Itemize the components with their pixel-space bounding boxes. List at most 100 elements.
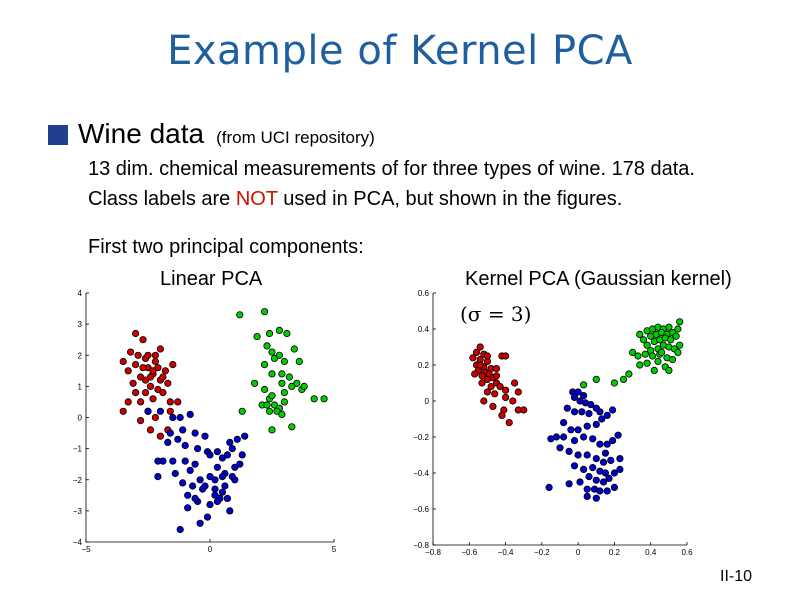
- y-tick-label: 0: [425, 397, 430, 406]
- point-class-2: [196, 519, 204, 527]
- point-class-2: [596, 408, 604, 416]
- point-class-2: [238, 451, 246, 459]
- point-class-2: [610, 469, 619, 477]
- point-class-2: [213, 448, 221, 456]
- point-class-3: [268, 426, 276, 434]
- x-tick-label: −0.8: [425, 548, 441, 557]
- point-class-3: [619, 375, 628, 383]
- point-class-3: [610, 379, 619, 387]
- point-class-2: [186, 410, 194, 418]
- point-class-1: [476, 343, 484, 351]
- point-class-2: [589, 435, 597, 443]
- page-number: II-10: [720, 568, 753, 585]
- point-class-1: [501, 352, 510, 360]
- point-class-1: [129, 379, 137, 387]
- point-class-2: [583, 451, 591, 459]
- point-class-2: [608, 406, 617, 414]
- y-tick-label: −2: [73, 476, 83, 485]
- point-class-3: [260, 385, 269, 394]
- point-class-2: [570, 408, 579, 416]
- point-class-2: [583, 492, 591, 500]
- point-class-2: [201, 482, 209, 490]
- point-class-1: [159, 388, 167, 397]
- point-class-2: [226, 507, 234, 515]
- point-class-3: [641, 350, 649, 358]
- point-class-2: [599, 458, 608, 466]
- bullet-wine-data: Wine data (from UCI repository): [48, 118, 375, 150]
- point-class-1: [139, 364, 147, 372]
- y-tick-label: 1: [78, 382, 83, 391]
- point-class-3: [280, 398, 288, 406]
- point-class-3: [253, 332, 261, 341]
- point-class-1: [498, 411, 506, 419]
- point-class-3: [278, 410, 286, 418]
- point-class-3: [665, 323, 673, 331]
- line2-prefix: Class labels are: [88, 188, 236, 210]
- point-class-3: [251, 379, 259, 387]
- point-class-3: [288, 423, 296, 431]
- point-class-2: [601, 469, 610, 477]
- point-class-3: [280, 388, 288, 397]
- point-class-3: [628, 348, 637, 356]
- point-class-2: [556, 444, 564, 452]
- caption-kernel-pca: Kernel PCA (Gaussian kernel): [465, 268, 732, 290]
- point-class-2: [211, 476, 219, 484]
- point-class-3: [288, 382, 296, 390]
- point-class-2: [585, 472, 593, 481]
- point-class-2: [608, 436, 617, 445]
- point-class-1: [491, 390, 499, 398]
- point-class-2: [579, 433, 588, 441]
- point-class-2: [570, 436, 579, 445]
- point-class-2: [236, 460, 244, 468]
- point-class-2: [181, 441, 189, 450]
- y-tick-label: 0.4: [418, 325, 430, 334]
- point-class-3: [676, 318, 684, 326]
- point-class-2: [206, 451, 214, 459]
- point-class-2: [186, 466, 194, 474]
- point-class-1: [132, 360, 140, 369]
- point-class-1: [509, 397, 517, 405]
- point-class-3: [290, 345, 298, 353]
- point-class-1: [127, 348, 135, 356]
- point-class-2: [171, 469, 179, 478]
- point-class-2: [592, 476, 600, 484]
- point-class-2: [191, 460, 199, 468]
- point-class-2: [587, 400, 595, 409]
- point-class-2: [598, 415, 606, 423]
- point-class-1: [483, 375, 491, 383]
- point-class-2: [567, 426, 575, 434]
- point-class-3: [260, 360, 269, 369]
- point-class-2: [579, 391, 588, 400]
- point-class-1: [492, 364, 501, 373]
- point-class-1: [146, 382, 155, 390]
- point-class-1: [156, 345, 164, 353]
- point-class-1: [156, 432, 164, 440]
- point-class-1: [151, 413, 159, 422]
- x-tick-label: −5: [81, 545, 91, 554]
- point-class-2: [191, 429, 199, 437]
- point-class-3: [625, 370, 633, 378]
- point-class-1: [166, 407, 174, 415]
- point-class-2: [616, 465, 624, 473]
- point-class-2: [169, 457, 177, 465]
- point-class-1: [132, 388, 140, 397]
- point-class-2: [191, 494, 199, 502]
- point-class-1: [161, 367, 169, 375]
- point-class-3: [650, 366, 658, 374]
- x-tick-label: 0: [208, 545, 213, 554]
- point-class-3: [268, 392, 276, 400]
- point-class-2: [610, 483, 619, 491]
- point-class-2: [576, 478, 584, 486]
- point-class-3: [238, 407, 246, 415]
- point-class-2: [194, 444, 202, 453]
- point-class-3: [665, 366, 673, 374]
- point-class-2: [589, 463, 597, 472]
- point-class-2: [559, 418, 568, 427]
- point-class-1: [501, 393, 510, 401]
- y-tick-label: 0: [78, 414, 83, 423]
- point-class-2: [599, 478, 608, 486]
- point-class-1: [520, 406, 528, 414]
- point-class-2: [181, 457, 189, 465]
- point-class-3: [278, 379, 286, 387]
- point-class-3: [268, 370, 276, 378]
